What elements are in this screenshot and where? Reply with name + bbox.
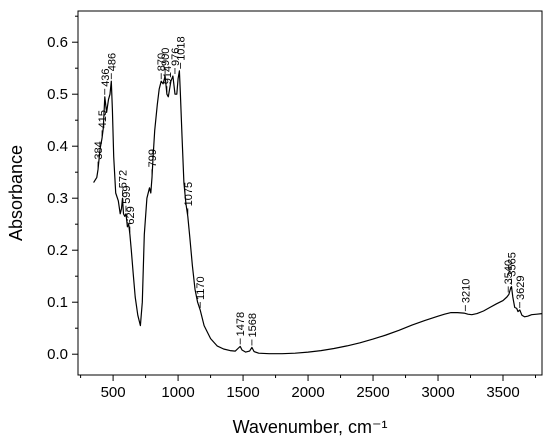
peak-annotation: 976	[170, 48, 182, 74]
peak-annotation: 1478	[235, 312, 247, 345]
peak-label: 599	[121, 185, 133, 203]
y-axis-ticks: 0.0 0.1 0.2 0.3 0.4 0.5 0.6	[47, 15, 78, 363]
peak-label: 1568	[247, 313, 259, 337]
peak-annotation: 799	[147, 149, 159, 176]
peak-annotation: 3210	[460, 279, 472, 312]
peak-label: 1018	[175, 36, 187, 60]
peak-label: 1170	[195, 276, 207, 300]
x-tick-label: 2500	[356, 384, 389, 401]
peak-annotation: 1568	[247, 313, 259, 346]
peak-annotation: 1170	[195, 276, 207, 308]
peak-label: 3565	[506, 252, 518, 276]
peak-annotation: 3629	[515, 276, 527, 308]
plot-frame	[77, 10, 543, 376]
peak-annotation: 1018	[175, 36, 187, 69]
x-tick-label: 1000	[161, 384, 194, 401]
peak-annotation: 572	[117, 170, 129, 197]
y-tick-label: 0.1	[47, 294, 68, 311]
peak-label: 870	[156, 53, 168, 71]
y-axis-title: Absorbance	[6, 145, 26, 241]
peak-annotation: 486	[106, 53, 118, 80]
absorbance-spectrum-line	[93, 70, 543, 355]
x-tick-label: 2000	[291, 384, 324, 401]
peak-annotation: 384	[93, 141, 105, 168]
y-tick-label: 0.3	[47, 190, 68, 207]
peak-annotation: 599	[121, 185, 133, 212]
x-axis-ticks: 500 1000 1500 2000 2500 3000 3500	[80, 375, 537, 401]
y-tick-label: 0.2	[47, 242, 68, 259]
x-tick-label: 500	[101, 384, 126, 401]
peak-label: 3540	[503, 260, 515, 284]
x-tick-label: 3500	[486, 384, 519, 401]
peak-annotation: 415	[97, 110, 109, 137]
peak-annotation: 3565	[506, 252, 518, 285]
peak-label: 1075	[183, 182, 195, 206]
x-axis-title: Wavenumber, cm⁻¹	[233, 417, 388, 437]
peak-label: 415	[97, 110, 109, 128]
peak-annotation: 870	[156, 53, 168, 80]
peak-label: 900	[160, 48, 172, 66]
peak-annotation: 900	[160, 48, 172, 74]
peak-label: 1478	[235, 312, 247, 336]
peak-annotation: 436	[100, 68, 112, 95]
y-tick-label: 0.0	[47, 346, 68, 363]
peak-label: 799	[147, 149, 159, 167]
y-tick-label: 0.6	[47, 34, 68, 51]
peak-label: 976	[170, 48, 182, 66]
peak-annotation: 914	[162, 66, 174, 93]
peak-label: 3629	[515, 276, 527, 300]
peak-label: 572	[117, 170, 129, 188]
peak-label: 3210	[460, 279, 472, 303]
peak-label: 486	[106, 53, 118, 71]
x-tick-label: 3000	[421, 384, 454, 401]
y-tick-label: 0.4	[47, 138, 68, 155]
x-tick-label: 1500	[226, 384, 259, 401]
peak-label: 914	[162, 66, 174, 84]
peak-label: 629	[125, 206, 137, 224]
peak-label: 436	[100, 68, 112, 86]
peak-annotation: 629	[125, 206, 137, 233]
peak-annotation: 3540	[503, 260, 515, 293]
peak-label: 384	[93, 141, 105, 159]
peak-annotation: 1075	[183, 182, 195, 215]
y-tick-label: 0.5	[47, 86, 68, 103]
